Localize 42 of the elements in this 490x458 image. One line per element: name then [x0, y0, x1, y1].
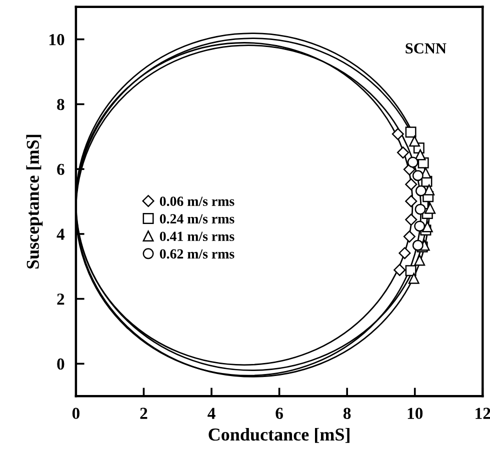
x-tick-label: 6 [276, 408, 283, 420]
x-tick-label: 4 [208, 408, 216, 419]
point [405, 214, 418, 226]
annotation: SCNN [406, 43, 446, 54]
point [414, 220, 426, 232]
y-tick-label: 6 [57, 164, 64, 176]
x-tick-label: 10 [408, 408, 423, 420]
legend-label: 0.24 m/s rms [160, 214, 234, 224]
point [408, 272, 420, 284]
x-tick-label: 2 [140, 408, 148, 419]
point [405, 265, 416, 276]
y-tick-label: 0 [57, 358, 64, 370]
point [403, 230, 416, 243]
y-tick-label: 2 [57, 294, 64, 305]
legend-label: 0.41 m/s rms [160, 232, 234, 242]
point [409, 136, 420, 147]
point [405, 178, 418, 190]
point [412, 240, 424, 251]
y-tick-label: 8 [57, 98, 64, 110]
y-axis-title: Susceptance [mS] [26, 134, 43, 269]
x-tick-label: 12 [476, 408, 490, 419]
point [412, 170, 424, 182]
point [405, 195, 418, 208]
x-tick-label: 8 [343, 408, 351, 420]
point [414, 149, 426, 160]
legend-label: 0.62 m/s rms [160, 249, 234, 259]
point [405, 126, 416, 138]
legend-label: 0.06 m/s rms [160, 196, 234, 206]
point [392, 128, 404, 140]
point [407, 156, 418, 168]
x-tick-label: 0 [72, 408, 80, 420]
y-tick-label: 4 [56, 228, 65, 240]
point [414, 204, 426, 215]
point [422, 221, 433, 232]
point [394, 264, 406, 276]
y-tick-label: 10 [50, 34, 64, 46]
point [415, 185, 426, 196]
point [398, 247, 411, 260]
x-axis-title: Conductance [mS] [208, 428, 350, 443]
point [414, 254, 426, 266]
point [396, 146, 410, 159]
point [424, 202, 436, 214]
